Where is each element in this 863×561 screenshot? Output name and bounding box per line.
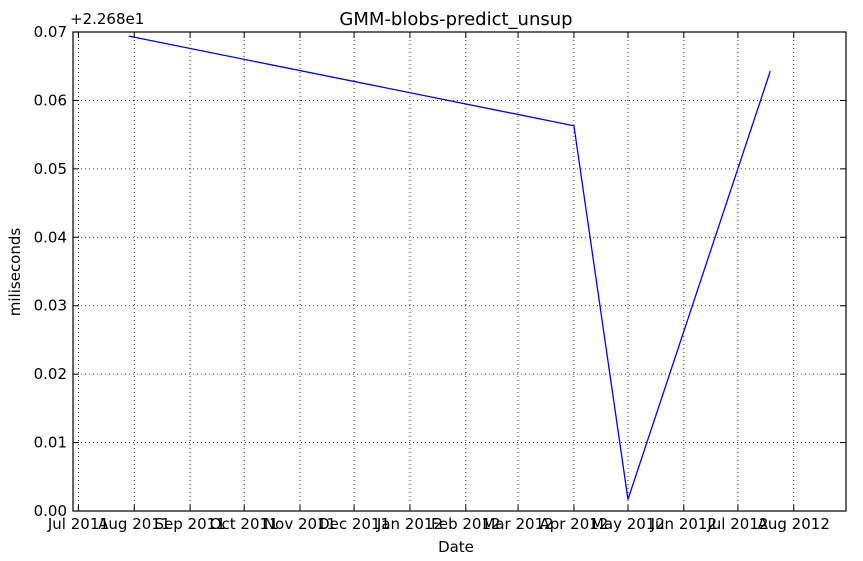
x-tick-label: Nov 2011 (264, 515, 336, 533)
y-tick-label: 0.03 (34, 297, 67, 315)
series-layer (128, 35, 771, 500)
x-tick-label: May 2012 (591, 515, 665, 533)
x-tick-label: Aug 2011 (98, 515, 170, 533)
axis-ticks (73, 31, 846, 512)
x-tick-label: Mar 2012 (482, 515, 553, 533)
x-tick-label: Jul 2011 (47, 515, 109, 533)
x-tick-label: Jul 2012 (706, 515, 768, 533)
y-tick-label: 0.05 (34, 160, 67, 178)
x-axis-title: Date (438, 538, 474, 556)
y-tick-label: 0.07 (34, 23, 67, 41)
x-tick-label: Dec 2011 (318, 515, 390, 533)
x-tick-label: Sep 2011 (155, 515, 226, 533)
tick-labels: 0.00 0.01 0.02 0.03 0.04 0.05 0.06 0.07 Jul 2011… (34, 23, 830, 533)
y-tick-label: 0.01 (34, 434, 67, 452)
x-tick-label: Jun 2012 (650, 515, 717, 533)
x-tick-label: Oct 2011 (210, 515, 279, 533)
chart-title: GMM-blobs-predict_unsup (339, 9, 572, 30)
y-tick-label: 0.06 (34, 91, 67, 109)
x-tick-label: Feb 2012 (431, 515, 501, 533)
y-axis-title: miliseconds (6, 228, 24, 317)
x-tick-label: Aug 2012 (758, 515, 830, 533)
y-offset-label: +2.268e1 (70, 10, 144, 28)
y-tick-label: 0.02 (34, 365, 67, 383)
x-tick-label: Apr 2012 (539, 515, 608, 533)
y-tick-label: 0.00 (34, 502, 67, 520)
series-line (128, 35, 771, 500)
grid (73, 31, 846, 512)
x-tick-label: Jan 2012 (376, 515, 443, 533)
plot-frame (72, 31, 847, 512)
y-tick-label: 0.04 (34, 228, 67, 246)
